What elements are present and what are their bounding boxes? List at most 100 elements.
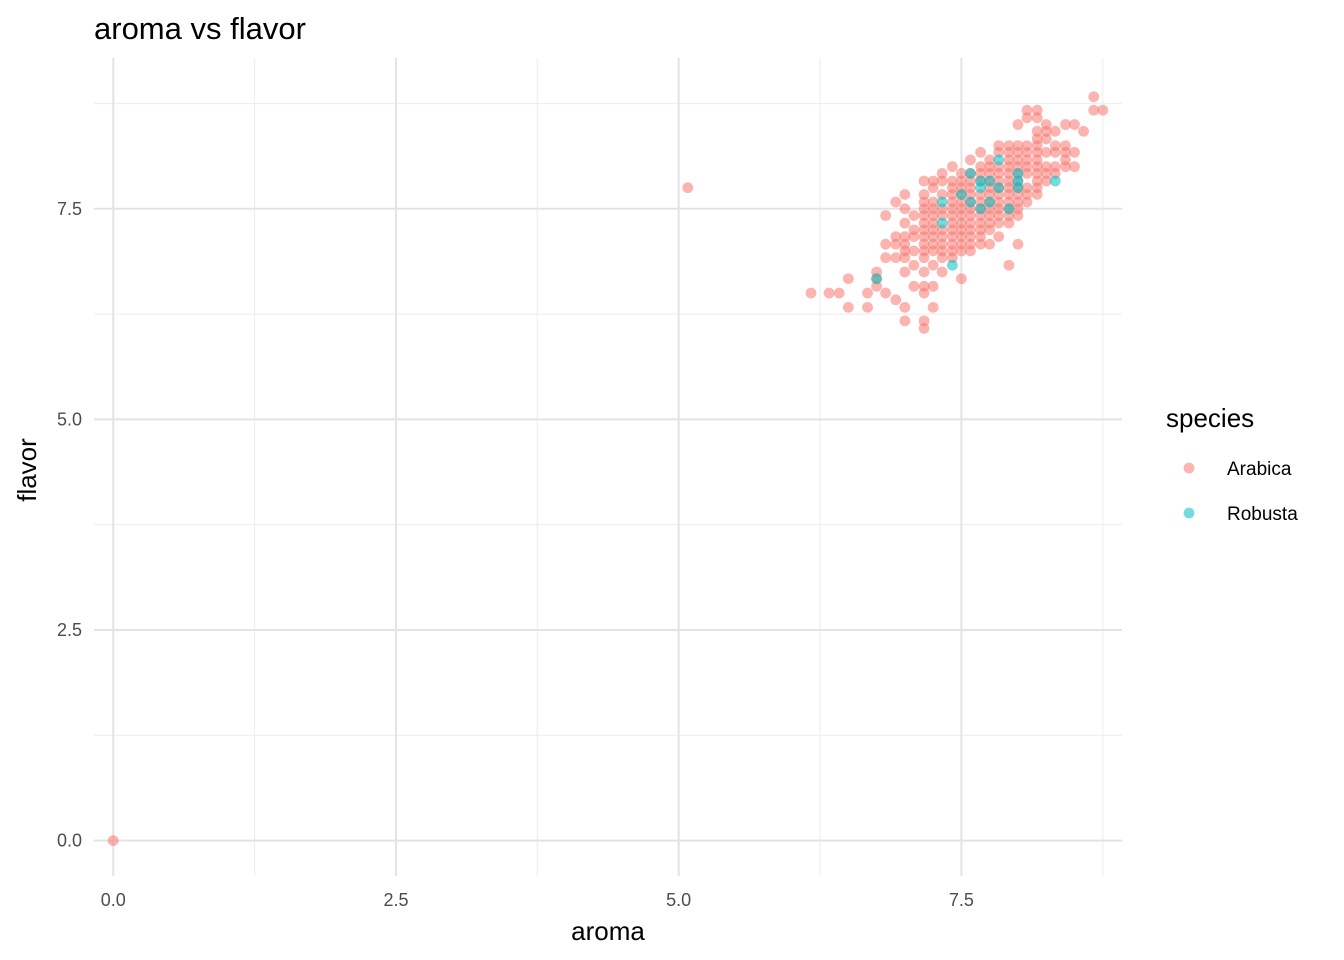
x-tick-label: 5.0 bbox=[666, 890, 691, 910]
point-arabica bbox=[880, 287, 892, 299]
legend-label-robusta: Robusta bbox=[1227, 504, 1298, 525]
point-robusta bbox=[1012, 175, 1024, 187]
point-arabica bbox=[927, 280, 939, 292]
point-arabica bbox=[1097, 104, 1109, 116]
point-arabica bbox=[899, 266, 911, 278]
point-arabica bbox=[1031, 175, 1043, 187]
point-robusta bbox=[993, 154, 1005, 166]
point-arabica bbox=[1069, 119, 1080, 130]
point-arabica bbox=[927, 238, 939, 250]
point-arabica bbox=[1031, 133, 1043, 145]
point-arabica bbox=[899, 238, 911, 250]
point-arabica bbox=[984, 154, 996, 166]
point-arabica bbox=[842, 273, 854, 285]
point-arabica bbox=[1040, 146, 1052, 158]
point-arabica bbox=[946, 217, 958, 229]
point-arabica bbox=[975, 238, 987, 250]
point-arabica bbox=[1049, 125, 1061, 137]
point-arabica bbox=[899, 301, 911, 313]
series-robusta bbox=[871, 154, 1061, 285]
point-arabica bbox=[1031, 112, 1043, 124]
point-arabica bbox=[993, 231, 1005, 242]
point-arabica bbox=[890, 196, 902, 208]
point-arabica bbox=[927, 301, 939, 313]
point-arabica bbox=[946, 196, 958, 208]
point-arabica bbox=[823, 287, 835, 299]
point-arabica bbox=[918, 266, 930, 278]
y-tick-label: 7.5 bbox=[57, 199, 82, 219]
point-arabica bbox=[1031, 104, 1043, 116]
point-arabica bbox=[908, 259, 920, 271]
point-robusta bbox=[956, 189, 967, 200]
point-robusta bbox=[1003, 203, 1015, 215]
point-arabica bbox=[1049, 140, 1061, 152]
point-arabica bbox=[862, 287, 873, 299]
point-arabica bbox=[1021, 104, 1033, 116]
point-arabica bbox=[918, 189, 930, 200]
legend: species Arabica Robusta bbox=[1166, 403, 1298, 525]
point-arabica bbox=[918, 315, 930, 327]
point-robusta bbox=[984, 175, 996, 187]
point-arabica bbox=[975, 146, 987, 158]
point-arabica bbox=[107, 835, 119, 847]
point-robusta bbox=[984, 196, 996, 208]
point-robusta bbox=[936, 196, 948, 208]
point-arabica bbox=[1040, 175, 1052, 187]
point-arabica bbox=[890, 294, 902, 306]
point-arabica bbox=[936, 168, 948, 179]
point-arabica bbox=[871, 280, 882, 292]
point-arabica bbox=[1040, 133, 1052, 145]
point-robusta bbox=[1012, 168, 1024, 179]
point-arabica bbox=[899, 203, 911, 215]
point-arabica bbox=[927, 217, 939, 229]
point-arabica bbox=[908, 210, 920, 221]
point-robusta bbox=[1049, 175, 1061, 187]
point-arabica bbox=[880, 210, 892, 221]
chart-title: aroma vs flavor bbox=[94, 11, 306, 46]
point-arabica bbox=[890, 238, 902, 250]
point-arabica bbox=[956, 168, 967, 179]
point-arabica bbox=[975, 217, 987, 229]
point-arabica bbox=[1031, 125, 1043, 137]
point-arabica bbox=[993, 217, 1005, 229]
y-tick-label: 2.5 bbox=[57, 620, 82, 640]
point-arabica bbox=[975, 161, 987, 173]
point-arabica bbox=[984, 217, 996, 229]
point-arabica bbox=[862, 301, 873, 313]
point-robusta bbox=[936, 217, 948, 229]
point-arabica bbox=[956, 238, 967, 250]
point-robusta bbox=[946, 259, 958, 271]
point-arabica bbox=[918, 175, 930, 187]
legend-key-arabica bbox=[1183, 462, 1195, 474]
point-arabica bbox=[927, 175, 939, 187]
y-axis-title: flavor bbox=[12, 438, 42, 502]
point-arabica bbox=[899, 217, 911, 229]
point-robusta bbox=[993, 182, 1005, 194]
point-arabica bbox=[956, 175, 967, 187]
y-tick-label: 5.0 bbox=[57, 409, 82, 429]
legend-title: species bbox=[1166, 403, 1254, 433]
point-arabica bbox=[1021, 112, 1033, 124]
point-arabica bbox=[965, 175, 976, 187]
point-arabica bbox=[1078, 125, 1089, 137]
point-arabica bbox=[984, 238, 996, 250]
point-arabica bbox=[1012, 196, 1024, 208]
point-robusta bbox=[965, 168, 976, 179]
point-arabica bbox=[993, 140, 1005, 152]
point-arabica bbox=[1003, 175, 1015, 187]
point-arabica bbox=[833, 287, 845, 299]
point-arabica bbox=[1088, 91, 1100, 103]
point-arabica bbox=[1040, 161, 1052, 173]
point-arabica bbox=[1060, 140, 1071, 152]
series-arabica bbox=[107, 91, 1109, 847]
point-arabica bbox=[1021, 196, 1033, 208]
point-arabica bbox=[805, 287, 817, 299]
point-arabica bbox=[1003, 140, 1015, 152]
point-arabica bbox=[1003, 259, 1015, 271]
point-arabica bbox=[890, 252, 902, 264]
x-tick-label: 0.0 bbox=[101, 890, 126, 910]
point-arabica bbox=[956, 273, 967, 285]
point-arabica bbox=[936, 175, 948, 187]
point-robusta bbox=[965, 196, 976, 208]
